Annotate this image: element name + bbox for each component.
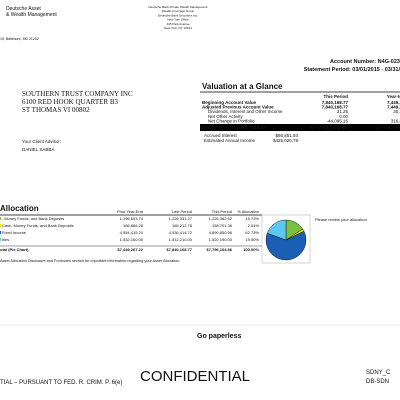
ending-cell: $7,796,10 [375, 126, 400, 132]
valuation-label: Dividends, Interest and Other Income [208, 109, 283, 114]
valuation-extra: Estimated Annual Income [204, 138, 256, 143]
allocation-note: Asset Allocation Disclosure and Footnote… [0, 259, 180, 263]
ending-cell: Ending Account Value [202, 126, 266, 132]
valuation-value: 7,840,168.77 [322, 105, 349, 110]
office-line: Deutsche Bank Securities Inc. [158, 13, 198, 17]
header-address: 15, Baltimore, MD 21202 [0, 37, 39, 41]
allocation-value: 4,936,414.72 [169, 230, 193, 235]
confidential-stamp: CONFIDENTIAL [140, 368, 250, 385]
allocation-swatch [0, 238, 1, 241]
allocation-value: 2.04% [248, 223, 260, 228]
valuation-col: This Period [323, 94, 348, 99]
allocation-value: 165,212.78 [172, 223, 193, 228]
valuation-value: 7,449,2 [387, 105, 400, 110]
pie-frame [261, 214, 311, 264]
bates-number: SDNY_C [366, 370, 391, 376]
allocation-value: 1,226,331.27 [169, 216, 193, 221]
office-line: Deutsche Bank Private Wealth Management [149, 5, 208, 9]
valuation-col: Year-to [387, 94, 400, 99]
allocation-value: 1,512,210.00 [169, 237, 193, 242]
allocation-col: This Period [212, 209, 232, 214]
valuation-value: 30,3 [393, 109, 400, 114]
client-address: ST THOMAS VI 00802 [22, 106, 90, 114]
statement-period: Statement Period: 03/01/2015 - 03/31/ [304, 67, 400, 73]
office-line: New York Office [167, 18, 189, 22]
allocation-total: otal (Pie Chart) [0, 247, 29, 252]
valuation-value: -44,095.16 [326, 118, 348, 123]
valuation-label: Adjusted Previous Account Value [202, 105, 274, 110]
allocation-value: 1,226,362.52 [209, 216, 233, 221]
confidential-legend: TIAL – PURSUANT TO FED. R. CRIM. P. 6(e) [0, 380, 122, 386]
pie-slice [266, 219, 287, 241]
allocation-label: ities [2, 237, 9, 242]
allocation-total: 100.00% [243, 247, 259, 252]
allocation-swatch [0, 217, 1, 220]
valuation-value: 0.00 [339, 114, 348, 119]
go-paperless: Go paperless [197, 333, 241, 340]
allocation-value: 158,701.36 [212, 223, 233, 228]
office-line: Wealth Coverage Group [162, 9, 195, 13]
allocation-value: 19.50% [245, 237, 259, 242]
valuation-value: 31.25 [337, 109, 349, 114]
allocation-col: Prior Year-End [117, 209, 143, 214]
client-address: SOUTHERN TRUST COMPANY INC [22, 90, 133, 98]
valuation-extra: $425,020.78 [273, 138, 299, 143]
bates-number: DB-SDN [366, 379, 389, 385]
allocation-value: 62.73% [245, 230, 259, 235]
valuation-value: 7,449,2 [387, 100, 400, 105]
valuation-title: Valuation at a Glance [202, 82, 283, 91]
logo-text: Deutsche Asset [6, 6, 41, 12]
valuation-extra: $66,851.93 [275, 133, 298, 138]
account-number: Account Number: N4G-023 [330, 59, 400, 65]
valuation-value: 316,4 [391, 118, 400, 123]
allocation-value: 4,554,415.20 [120, 230, 144, 235]
valuation-value: 7,840,168.77 [322, 100, 349, 105]
pie-slice [265, 230, 307, 261]
logo-text: & Wealth Management [6, 12, 57, 18]
valuation-extra: Accrued Interest [204, 133, 238, 138]
pie-chart [265, 219, 307, 261]
allocation-value: 4,890,850.96 [209, 230, 233, 235]
office-line: 345 Park Avenue [167, 22, 190, 26]
allocation-label: , Money Funds, and Bank Deposits [2, 216, 64, 221]
valuation-label: Net Other Activity [208, 114, 244, 119]
allocation-value: 1,196,603.74 [120, 216, 144, 221]
allocation-total: $7,449,267.22 [117, 247, 143, 252]
allocation-title: Allocation [0, 204, 39, 213]
allocation-col: Last Period [172, 209, 192, 214]
advisor-label: Your Client Advisor: [22, 139, 61, 144]
allocation-label: Fixed Income [2, 230, 27, 235]
allocation-value: 15.73% [245, 216, 259, 221]
allocation-swatch [0, 231, 1, 234]
allocation-label: Cash, Money Funds, and Bank Deposits [2, 223, 74, 228]
client-address: 6100 RED HOOK QUARTER B3 [22, 98, 119, 106]
allocation-total: $7,840,168.77 [166, 247, 192, 252]
ending-bar [200, 124, 400, 131]
allocation-value: 1,532,160.05 [120, 237, 144, 242]
allocation-total: $7,796,104.86 [206, 247, 232, 252]
allocation-value: 1,520,190.00 [209, 237, 233, 242]
allocation-col: % Allocation [237, 209, 259, 214]
valuation-label: Net Change in Portfolio [208, 118, 255, 123]
ending-cell: $7,796,104.86 [310, 126, 349, 132]
allocation-value: 166,666.28 [123, 223, 144, 228]
review-note: Please review your allocation [315, 217, 367, 222]
allocation-swatch [0, 224, 1, 227]
advisor-name: DANIEL SABBA [22, 147, 54, 152]
valuation-label: Beginning Account Value [202, 100, 257, 105]
office-line: New York, NY 10154 [164, 26, 192, 30]
